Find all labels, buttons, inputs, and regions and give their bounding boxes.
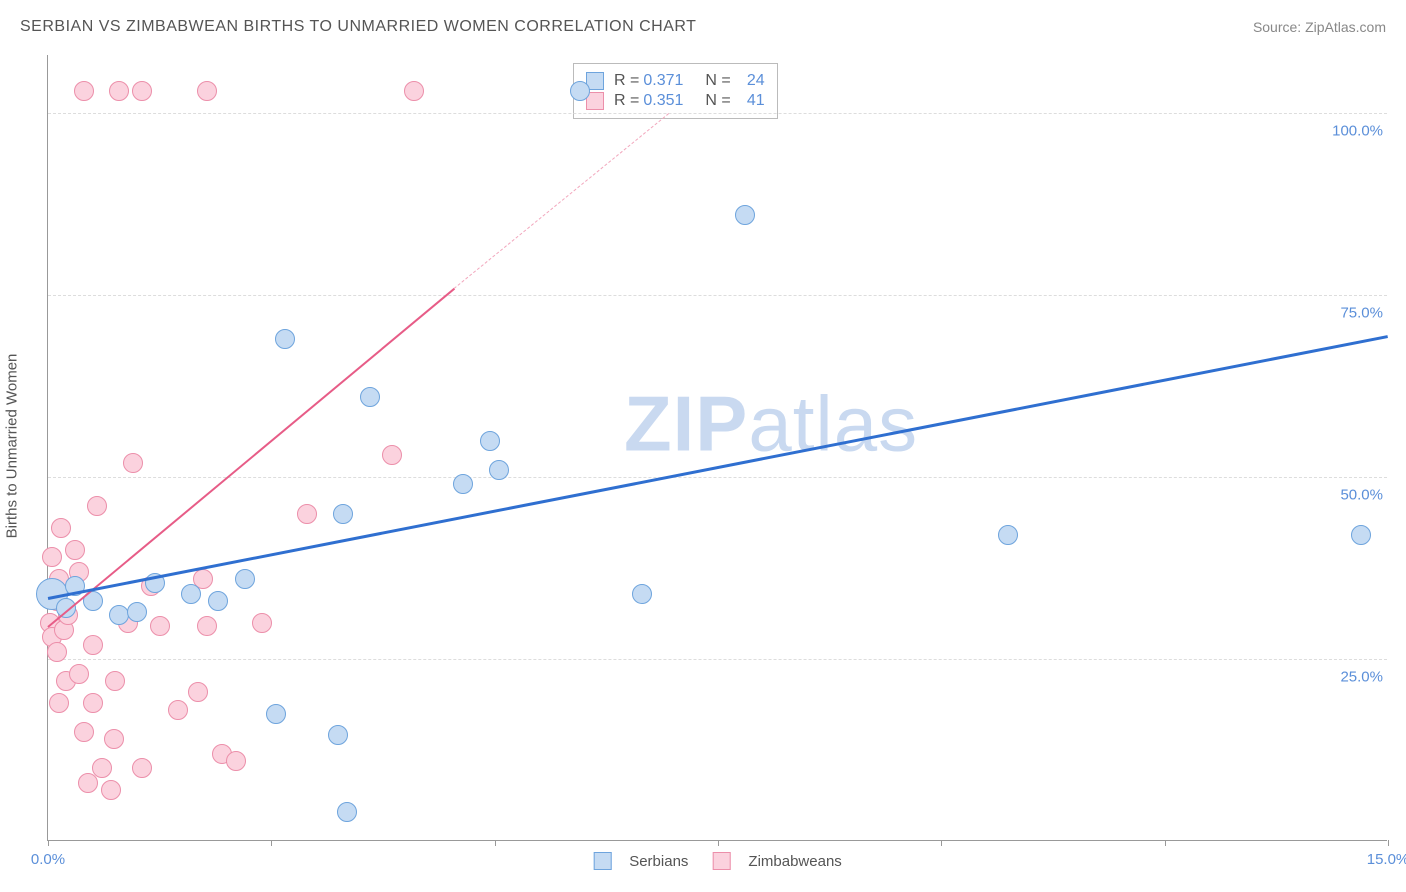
x-tick [1165,840,1166,846]
y-tick-label: 100.0% [1332,123,1389,140]
grid-line [48,477,1387,478]
plot-area: ZIPatlas R = 0.371 N = 24 R = 0.351 N = … [47,55,1387,841]
scatter-point-serbians [453,474,473,494]
y-tick-label: 25.0% [1340,669,1389,686]
scatter-point-serbians [235,569,255,589]
chart-title: SERBIAN VS ZIMBABWEAN BIRTHS TO UNMARRIE… [20,18,696,36]
scatter-point-zimbabweans [69,664,89,684]
scatter-point-serbians [998,525,1018,545]
scatter-point-zimbabweans [49,693,69,713]
r-label: R = [614,72,639,90]
scatter-point-zimbabweans [132,81,152,101]
scatter-point-zimbabweans [188,682,208,702]
scatter-point-zimbabweans [51,518,71,538]
source-text: Source: ZipAtlas.com [1253,19,1386,35]
watermark-bold: ZIP [624,379,748,467]
grid-line [48,295,1387,296]
swatch-serbians [593,852,611,870]
scatter-point-zimbabweans [109,81,129,101]
n-label: N = [705,92,730,110]
scatter-point-zimbabweans [83,693,103,713]
n-label: N = [705,72,730,90]
grid-line [48,113,1387,114]
scatter-point-zimbabweans [92,758,112,778]
legend-label: Serbians [629,853,688,870]
scatter-point-zimbabweans [404,81,424,101]
scatter-point-serbians [735,205,755,225]
scatter-point-zimbabweans [168,700,188,720]
scatter-point-serbians [489,460,509,480]
scatter-point-zimbabweans [197,81,217,101]
scatter-point-serbians [337,802,357,822]
r-value-serbians: 0.371 [643,72,689,90]
scatter-point-serbians [360,387,380,407]
x-tick [1388,840,1389,846]
legend-label: Zimbabweans [748,853,841,870]
scatter-point-serbians [266,704,286,724]
bottom-legend: Serbians Zimbabweans [593,852,842,870]
scatter-point-zimbabweans [104,729,124,749]
x-tick-label: 15.0% [1367,851,1406,868]
trend-line-serbians [48,335,1388,599]
n-value-zimbabweans: 41 [735,92,765,110]
trend-dashed-zimbabweans [454,113,669,288]
x-tick [718,840,719,846]
scatter-point-serbians [109,605,129,625]
stats-row-serbians: R = 0.371 N = 24 [586,72,765,90]
scatter-point-zimbabweans [42,547,62,567]
scatter-point-zimbabweans [74,81,94,101]
scatter-point-zimbabweans [123,453,143,473]
r-value-zimbabweans: 0.351 [643,92,689,110]
legend-item-zimbabweans: Zimbabweans [712,852,841,870]
title-bar: SERBIAN VS ZIMBABWEAN BIRTHS TO UNMARRIE… [20,18,1386,36]
scatter-point-zimbabweans [382,445,402,465]
scatter-point-zimbabweans [297,504,317,524]
scatter-point-zimbabweans [47,642,67,662]
y-axis-label: Births to Unmarried Women [4,354,21,539]
scatter-point-serbians [181,584,201,604]
scatter-point-zimbabweans [83,635,103,655]
stats-row-zimbabweans: R = 0.351 N = 41 [586,92,765,110]
scatter-point-zimbabweans [74,722,94,742]
x-tick [941,840,942,846]
scatter-point-zimbabweans [150,616,170,636]
r-label: R = [614,92,639,110]
x-tick [48,840,49,846]
scatter-point-serbians [127,602,147,622]
scatter-point-zimbabweans [101,780,121,800]
scatter-point-serbians [333,504,353,524]
scatter-point-zimbabweans [252,613,272,633]
n-value-serbians: 24 [735,72,765,90]
scatter-point-serbians [480,431,500,451]
grid-line [48,659,1387,660]
y-tick-label: 75.0% [1340,305,1389,322]
scatter-point-zimbabweans [87,496,107,516]
y-tick-label: 50.0% [1340,487,1389,504]
scatter-point-zimbabweans [105,671,125,691]
scatter-point-zimbabweans [226,751,246,771]
scatter-point-serbians [1351,525,1371,545]
swatch-zimbabweans [712,852,730,870]
x-tick-label: 0.0% [31,851,65,868]
legend-item-serbians: Serbians [593,852,688,870]
scatter-point-zimbabweans [132,758,152,778]
scatter-point-serbians [208,591,228,611]
stats-box: R = 0.371 N = 24 R = 0.351 N = 41 [573,63,778,119]
scatter-point-serbians [275,329,295,349]
x-tick [495,840,496,846]
x-tick [271,840,272,846]
scatter-point-zimbabweans [65,540,85,560]
chart-container: SERBIAN VS ZIMBABWEAN BIRTHS TO UNMARRIE… [0,0,1406,892]
scatter-point-zimbabweans [197,616,217,636]
scatter-point-serbians [632,584,652,604]
scatter-point-serbians [328,725,348,745]
scatter-point-serbians [570,81,590,101]
